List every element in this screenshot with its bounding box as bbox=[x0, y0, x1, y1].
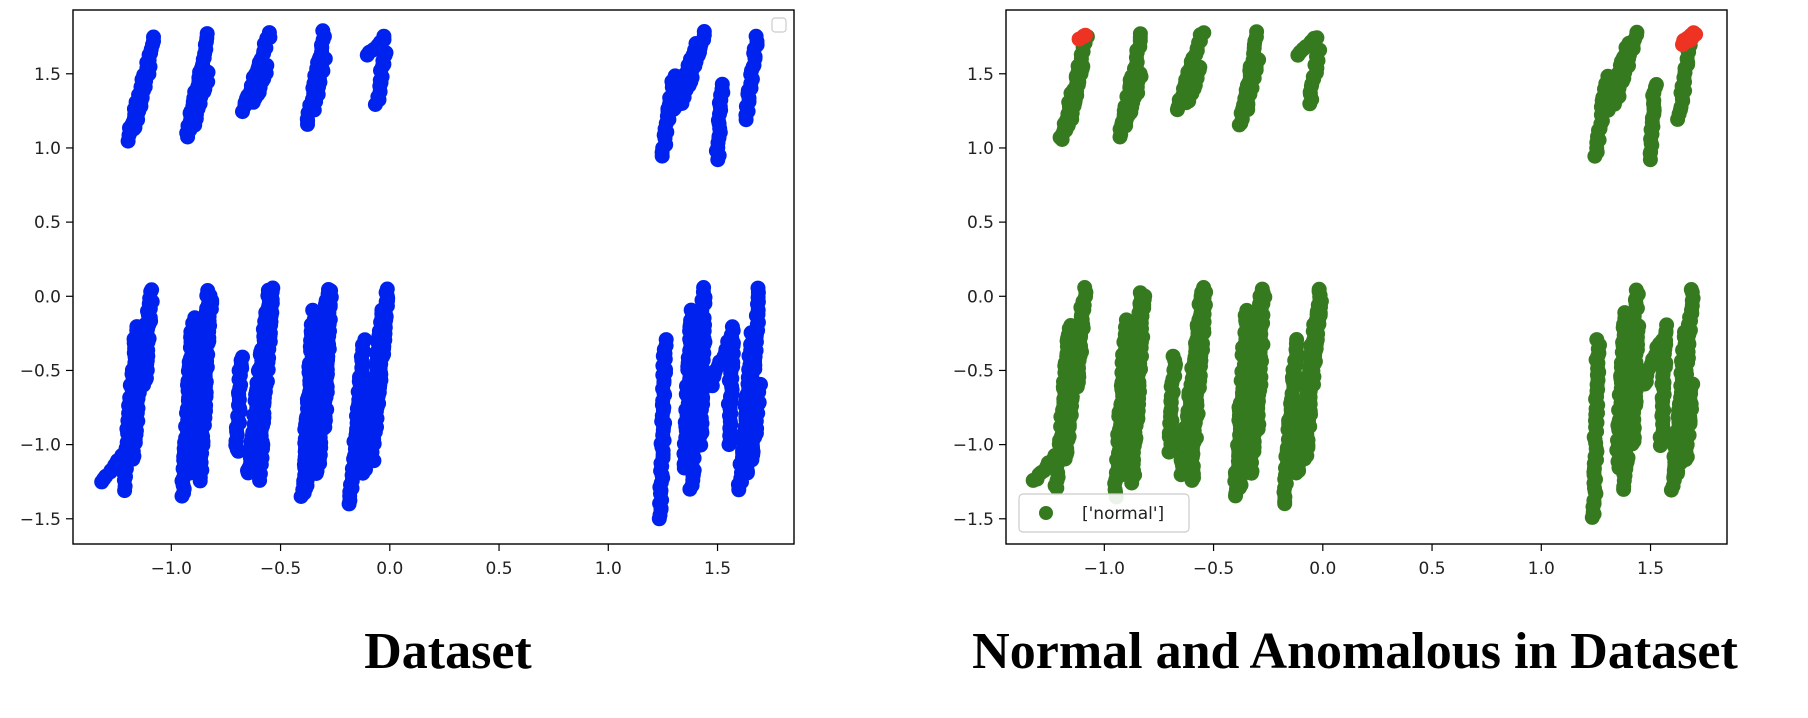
data-point bbox=[200, 283, 216, 298]
legend-marker bbox=[1039, 506, 1053, 520]
data-point bbox=[748, 28, 764, 44]
data-point bbox=[1132, 285, 1148, 301]
caption-dataset: Dataset bbox=[364, 623, 532, 680]
series-anomalous bbox=[1071, 25, 1704, 53]
y-tick-label: 1.0 bbox=[34, 139, 61, 159]
axes-frame bbox=[72, 9, 795, 545]
data-point bbox=[320, 334, 336, 350]
data-point bbox=[1683, 282, 1699, 297]
data-point bbox=[697, 317, 712, 333]
data-point bbox=[199, 26, 215, 42]
data-point bbox=[200, 64, 216, 80]
data-point bbox=[696, 280, 712, 295]
data-point bbox=[1251, 52, 1267, 68]
data-point bbox=[1132, 26, 1148, 42]
caption-normal-anomalous: Normal and Anomalous in Dataset bbox=[972, 623, 1738, 680]
legend-box bbox=[771, 17, 787, 33]
y-tick-label: 1.5 bbox=[967, 65, 994, 85]
data-point bbox=[379, 288, 395, 303]
x-tick-label: −1.0 bbox=[151, 559, 192, 579]
y-tick-label: −0.5 bbox=[20, 361, 61, 381]
data-point bbox=[1077, 27, 1093, 43]
data-point bbox=[305, 302, 321, 318]
data-point bbox=[323, 283, 339, 299]
data-point bbox=[1255, 285, 1271, 301]
x-tick-label: −0.5 bbox=[1193, 559, 1234, 579]
data-point bbox=[1309, 30, 1325, 46]
data-point bbox=[658, 332, 674, 348]
data-point bbox=[1165, 348, 1181, 364]
y-tick-label: −0.5 bbox=[953, 361, 994, 381]
x-tick-label: 1.0 bbox=[1528, 559, 1555, 579]
data-point bbox=[1253, 334, 1269, 350]
series-normal bbox=[1025, 24, 1701, 525]
data-point bbox=[750, 280, 766, 296]
data-point bbox=[378, 45, 394, 61]
data-point bbox=[1631, 318, 1647, 334]
data-point bbox=[317, 51, 333, 67]
data-point bbox=[265, 280, 281, 296]
data-point bbox=[1075, 58, 1091, 74]
data-point bbox=[1685, 376, 1701, 392]
data-point bbox=[1289, 332, 1305, 347]
data-point bbox=[315, 23, 331, 39]
x-tick-label: 0.5 bbox=[486, 559, 513, 579]
data-point bbox=[235, 349, 250, 365]
data-point bbox=[1312, 289, 1328, 305]
x-tick-label: 0.0 bbox=[376, 559, 403, 579]
legend-box bbox=[1018, 493, 1190, 533]
axes-frame bbox=[1005, 9, 1728, 545]
data-point bbox=[1312, 42, 1328, 58]
data-point bbox=[724, 319, 740, 335]
y-tick-label: −1.5 bbox=[20, 510, 61, 530]
scatter-plot-dataset: −1.0 −0.5 0.0 0.5 1.0 1.5 1.5 1.0 0.5 0.0 −0.5 −1.0… bbox=[20, 9, 795, 579]
data-point bbox=[1659, 317, 1675, 333]
data-point bbox=[261, 25, 277, 41]
legend: ['normal'] bbox=[1018, 493, 1190, 533]
x-tick-label: 0.0 bbox=[1309, 559, 1336, 579]
data-point bbox=[714, 76, 730, 92]
legend-label: ['normal'] bbox=[1082, 504, 1164, 524]
y-tick-label: 0.0 bbox=[34, 287, 61, 307]
data-point bbox=[696, 24, 712, 39]
data-point bbox=[1589, 332, 1605, 348]
scatter-plot-normal-anomalous: −1.0 −0.5 0.0 0.5 1.0 1.5 1.5 1.0 0.5 0.0 −0.5 −1.0… bbox=[953, 9, 1728, 579]
data-point bbox=[146, 29, 161, 45]
y-tick-label: 0.5 bbox=[34, 213, 61, 233]
x-tick-label: 1.5 bbox=[1637, 559, 1664, 579]
data-point bbox=[1132, 66, 1148, 82]
x-tick-label: 0.5 bbox=[1419, 559, 1446, 579]
data-point bbox=[1196, 25, 1212, 41]
data-point bbox=[1196, 282, 1212, 298]
x-tick-label: 1.0 bbox=[595, 559, 622, 579]
data-point bbox=[376, 28, 392, 44]
y-tick-label: −1.0 bbox=[20, 436, 61, 456]
y-tick-label: −1.0 bbox=[953, 436, 994, 456]
data-point bbox=[1628, 282, 1644, 298]
y-tick-label: 0.5 bbox=[967, 213, 994, 233]
data-points bbox=[1025, 24, 1704, 525]
y-tick-label: 1.0 bbox=[967, 139, 994, 159]
data-point bbox=[1648, 77, 1664, 92]
x-tick-label: −1.0 bbox=[1084, 559, 1125, 579]
y-tick-label: −1.5 bbox=[953, 510, 994, 530]
y-tick-label: 0.0 bbox=[967, 287, 994, 307]
data-point bbox=[142, 59, 158, 75]
data-point bbox=[1688, 26, 1704, 42]
data-point bbox=[1629, 24, 1645, 40]
data-point bbox=[357, 332, 373, 348]
data-points bbox=[94, 23, 768, 527]
x-tick-label: 1.5 bbox=[704, 559, 731, 579]
x-tick-label: −0.5 bbox=[260, 559, 301, 579]
data-point bbox=[144, 282, 160, 298]
data-point bbox=[753, 376, 768, 392]
data-point bbox=[1077, 280, 1093, 295]
series-all bbox=[94, 23, 768, 527]
y-tick-label: 1.5 bbox=[34, 65, 61, 85]
data-point bbox=[1192, 59, 1208, 75]
data-point bbox=[1118, 312, 1134, 328]
data-point bbox=[1249, 24, 1265, 40]
data-point bbox=[259, 57, 275, 73]
